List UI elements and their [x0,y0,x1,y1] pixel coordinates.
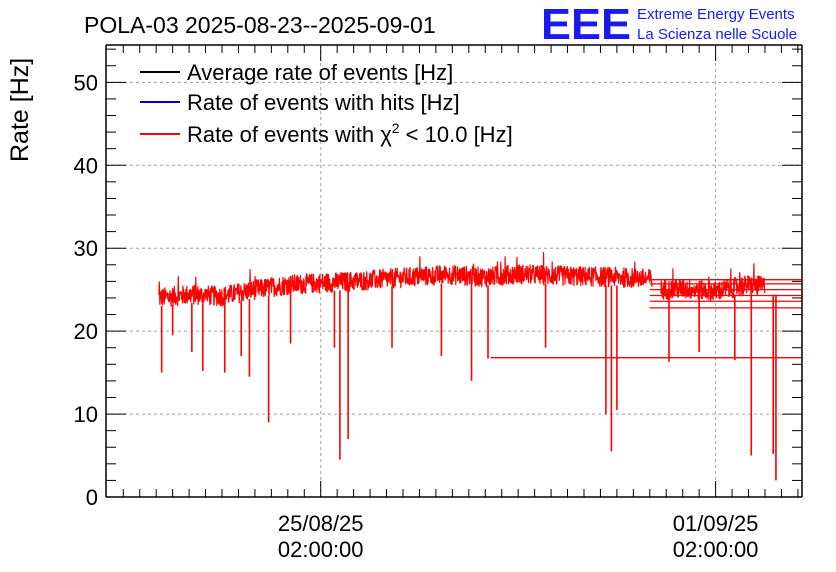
legend-label-chi2-sup: 2 [392,120,400,136]
eee-logo: EEE Extreme Energy Events La Scienza nel… [541,0,797,49]
legend: Average rate of events [Hz] Rate of even… [140,60,513,147]
y-tick-labels: 0 10 20 30 40 50 [74,70,98,510]
y-tick-label-10: 10 [74,402,98,427]
y-tick-label-20: 20 [74,319,98,344]
eee-logo-letters: EEE [541,0,631,49]
eee-logo-line2: La Scienza nelle Scuole [637,26,797,43]
grid-lines [106,45,802,497]
y-tick-label-50: 50 [74,70,98,95]
chart-title: POLA-03 2025-08-23--2025-09-01 [84,12,436,38]
legend-label-chi2-tail: < 10.0 [Hz] [400,122,513,147]
series-chi2-trace-0 [158,252,653,307]
y-tick-label-0: 0 [86,485,98,510]
y-tick-label-30: 30 [74,236,98,261]
y-axis-label: Rate [Hz] [6,58,34,162]
x-tick-label-time-0: 02:00:00 [278,537,364,562]
legend-label-hits: Rate of events with hits [Hz] [187,90,460,115]
x-tick-label-time-1: 02:00:00 [673,537,759,562]
legend-label-chi2: Rate of events with χ2 < 10.0 [Hz] [187,120,513,147]
eee-logo-line1: Extreme Energy Events [637,6,795,23]
x-tick-label-date-0: 25/08/25 [278,511,364,536]
legend-label-chi2-main: Rate of events with χ [187,122,392,147]
x-tick-label-date-1: 01/09/25 [673,511,759,536]
series-chi2-rate [158,252,802,481]
axes-frame [105,44,803,498]
legend-label-average: Average rate of events [Hz] [187,60,453,85]
series-chi2-trace-1 [660,263,766,302]
y-tick-label-40: 40 [74,153,98,178]
